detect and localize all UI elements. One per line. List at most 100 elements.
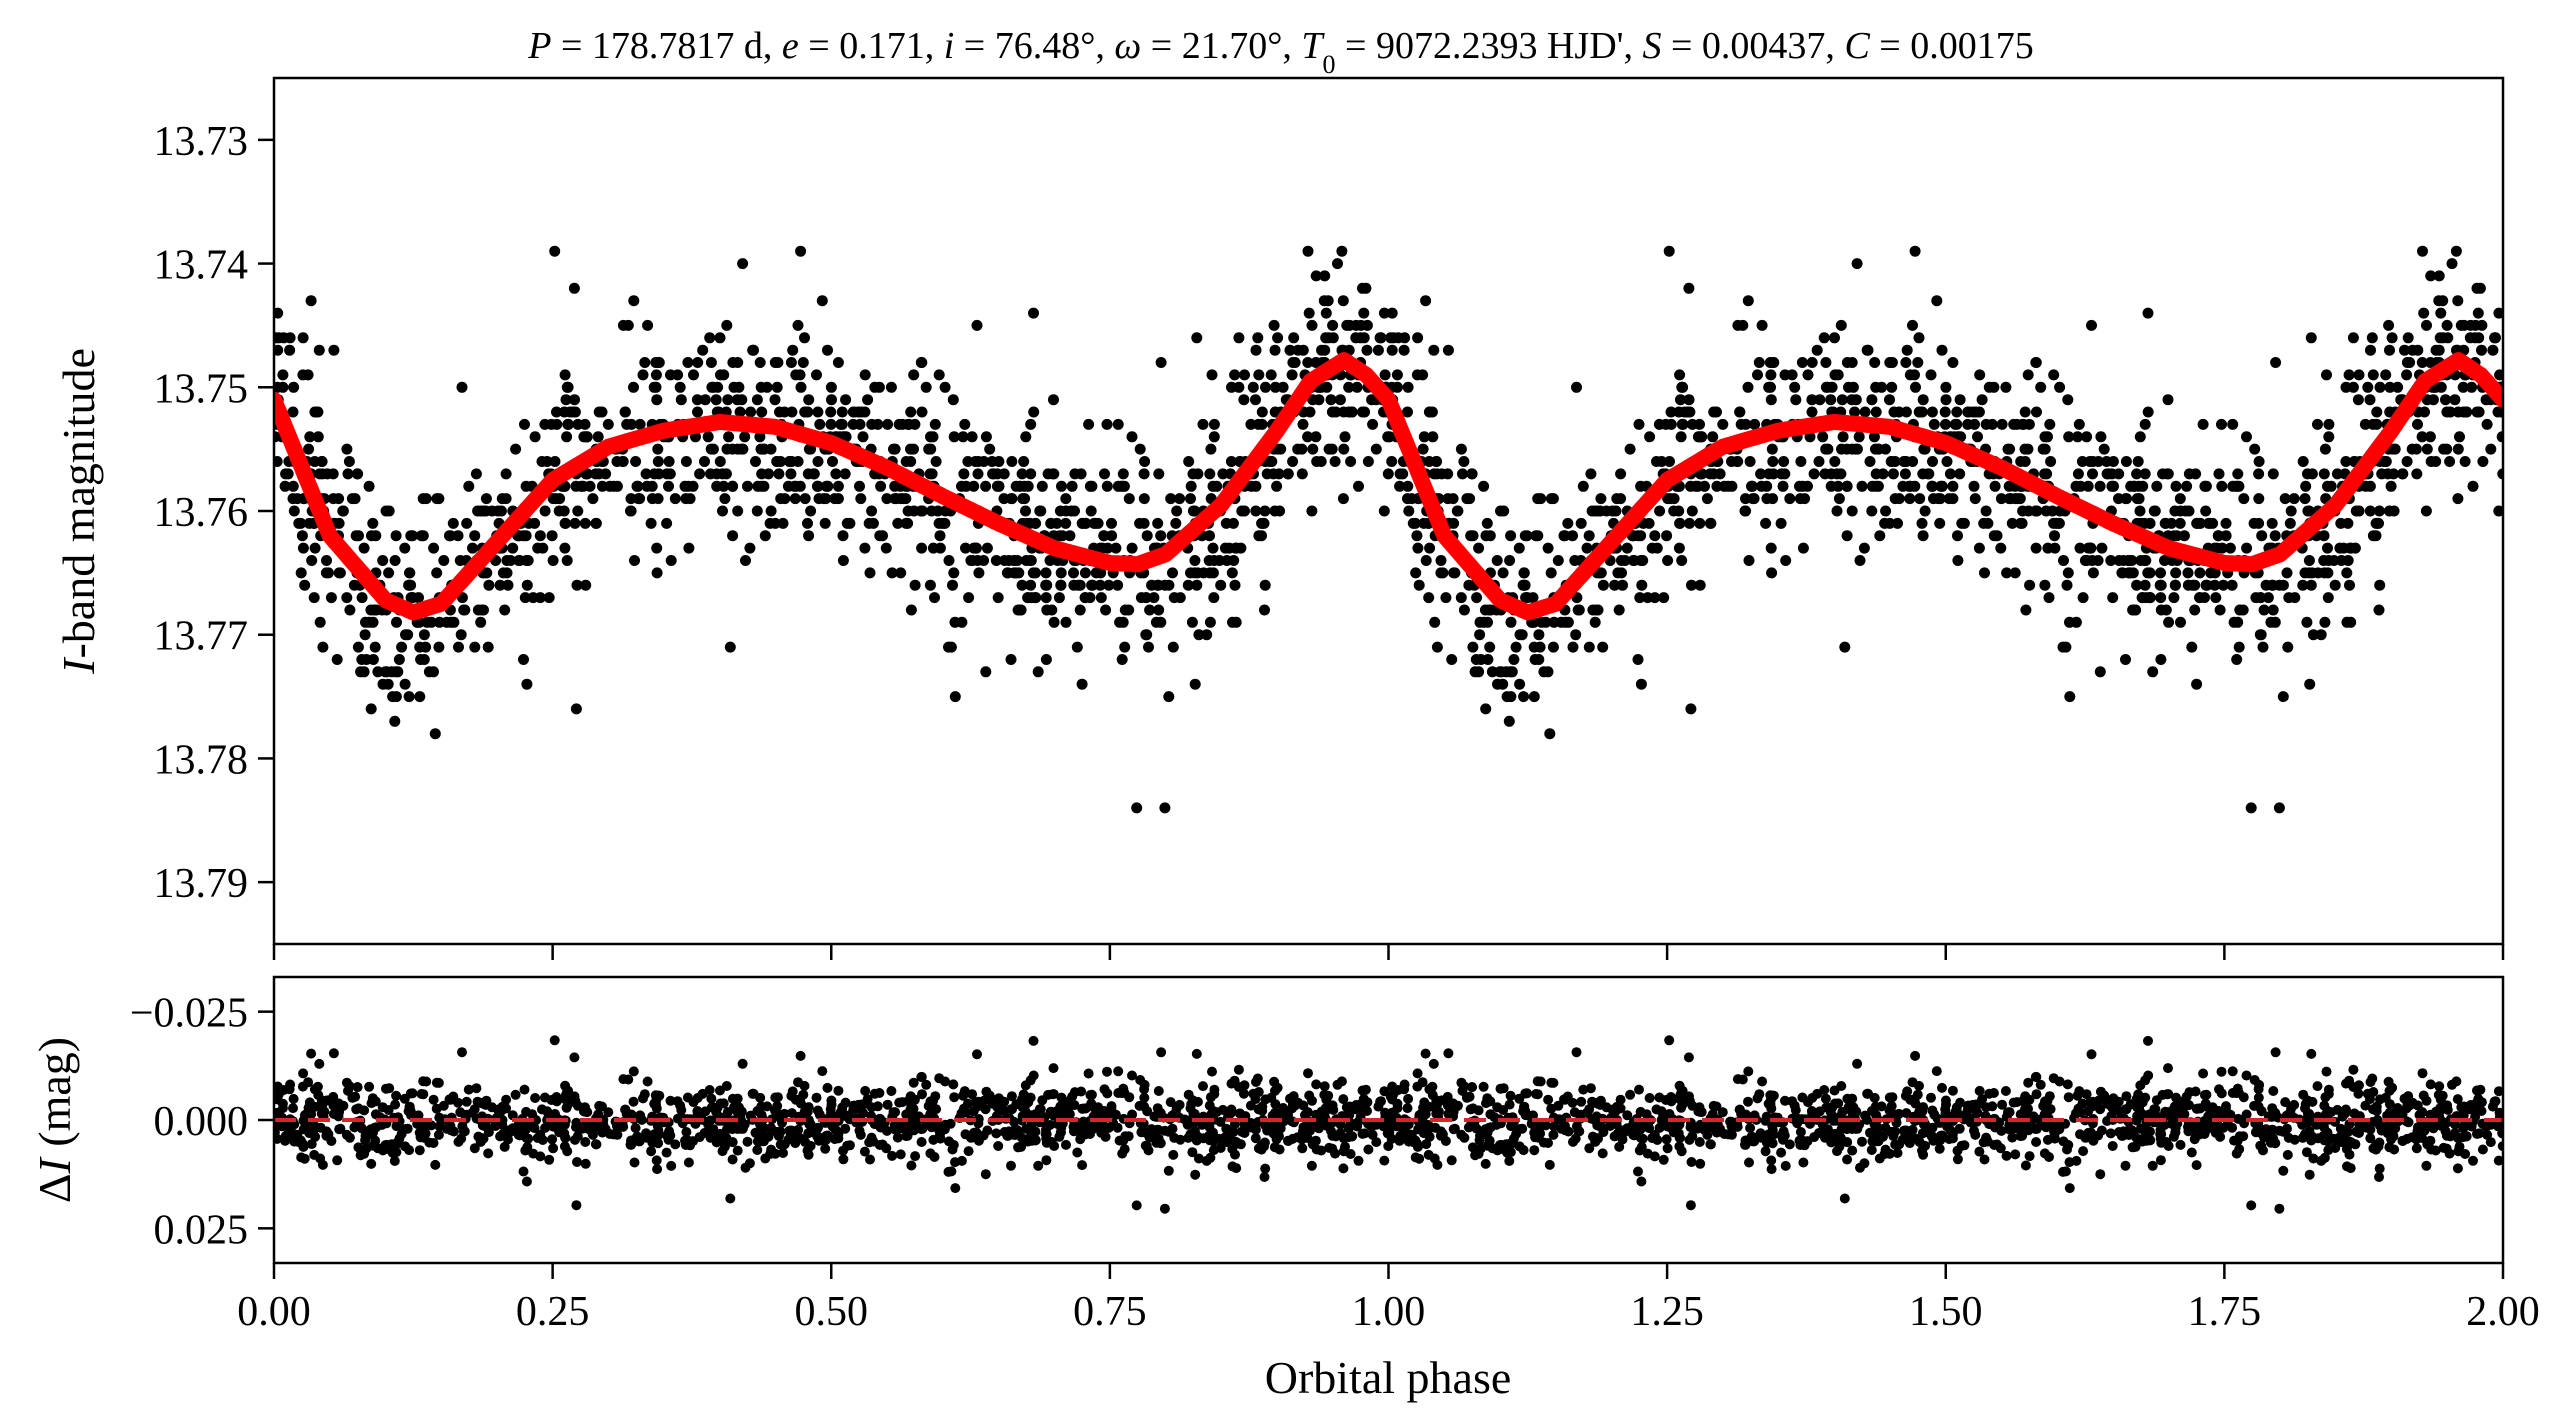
data-point — [1040, 592, 1052, 604]
data-point — [353, 530, 364, 542]
data-point — [510, 443, 522, 455]
data-point — [1086, 480, 1098, 492]
data-point — [2412, 344, 2424, 356]
data-point — [1204, 616, 1216, 628]
data-point — [1398, 344, 1410, 356]
residual-point — [737, 1058, 748, 1069]
residual-point — [1543, 1094, 1554, 1105]
data-point — [2077, 592, 2089, 604]
residual-point — [2497, 1141, 2503, 1152]
residual-point — [2088, 1135, 2099, 1146]
data-point — [527, 592, 539, 604]
residual-point — [2421, 1095, 2432, 1106]
residual-point — [1607, 1104, 1618, 1115]
residual-point — [973, 1135, 984, 1146]
data-point — [1931, 295, 1943, 307]
residual-point — [2095, 1104, 2106, 1115]
residual-point — [461, 1096, 472, 1107]
residual-point — [1531, 1089, 1541, 1099]
data-point — [1327, 319, 1339, 331]
data-point — [755, 443, 767, 455]
data-point — [499, 604, 511, 616]
data-point — [1899, 468, 1911, 480]
data-point — [960, 542, 971, 554]
data-point — [915, 505, 927, 517]
residual-point — [1807, 1093, 1818, 1103]
residual-point — [1578, 1084, 1589, 1095]
residual-point — [776, 1113, 787, 1124]
residual-point — [1766, 1155, 1777, 1166]
residual-point — [750, 1127, 761, 1138]
data-point — [1995, 493, 2007, 505]
data-point — [1272, 443, 1284, 455]
residual-point — [887, 1150, 898, 1161]
residual-point — [391, 1090, 402, 1101]
data-point — [1306, 505, 1318, 517]
data-point — [2084, 542, 2096, 554]
residual-point — [1664, 1035, 1675, 1046]
residual-point — [1283, 1136, 1294, 1146]
data-point — [2194, 517, 2206, 529]
data-point — [2120, 654, 2131, 665]
data-point — [1889, 493, 1901, 505]
residual-point — [1744, 1157, 1754, 1168]
data-point — [682, 480, 694, 492]
residual-point — [993, 1141, 1004, 1151]
data-point — [1766, 443, 1778, 455]
data-point — [2053, 517, 2065, 529]
data-point — [1595, 493, 1607, 505]
residual-point — [1139, 1092, 1150, 1103]
data-point — [321, 468, 333, 480]
residual-point — [1229, 1075, 1240, 1086]
data-point — [621, 418, 633, 430]
data-point — [1683, 394, 1695, 406]
residual-point — [963, 1146, 974, 1157]
residual-point — [428, 1094, 439, 1105]
data-point — [1436, 468, 1448, 480]
residual-point — [562, 1146, 573, 1157]
residual-point — [2403, 1091, 2414, 1102]
data-point — [820, 480, 832, 492]
data-point — [2181, 480, 2193, 492]
residual-point — [719, 1141, 730, 1152]
residual-point — [958, 1103, 969, 1114]
data-point — [1458, 604, 1470, 616]
model-curve-group — [274, 352, 2503, 621]
data-point — [1204, 468, 1216, 480]
data-point — [2200, 480, 2212, 492]
data-point — [1501, 691, 1513, 703]
residual-point — [1077, 1160, 1088, 1171]
data-point — [642, 319, 654, 331]
residual-point — [1795, 1127, 1806, 1137]
data-point — [1765, 369, 1777, 381]
residual-point — [1636, 1142, 1647, 1152]
residual-point — [638, 1093, 648, 1104]
residual-point — [1766, 1103, 1777, 1114]
residual-point — [1366, 1121, 1377, 1132]
data-point — [758, 480, 770, 492]
residual-point — [2300, 1103, 2310, 1114]
data-point — [2003, 493, 2015, 505]
data-point — [2485, 443, 2497, 455]
data-point — [970, 542, 982, 554]
residual-point — [2227, 1122, 2238, 1133]
data-point — [1609, 579, 1621, 591]
data-point — [646, 480, 658, 492]
data-point — [1833, 493, 1845, 505]
residual-point — [1947, 1133, 1958, 1144]
residual-point — [725, 1193, 736, 1204]
data-point — [1513, 542, 1525, 554]
data-point — [1088, 517, 1100, 529]
data-point — [1101, 480, 1113, 492]
residual-point — [433, 1129, 444, 1140]
data-point — [1296, 468, 1308, 480]
residual-point — [472, 1096, 483, 1107]
data-point — [1914, 493, 1926, 505]
residual-data-points — [274, 1035, 2503, 1214]
data-point — [1907, 456, 1919, 467]
data-point — [754, 357, 766, 368]
data-point — [2074, 542, 2086, 554]
data-point — [1327, 332, 1339, 344]
data-point — [1869, 357, 1881, 368]
data-point — [1704, 517, 1716, 529]
